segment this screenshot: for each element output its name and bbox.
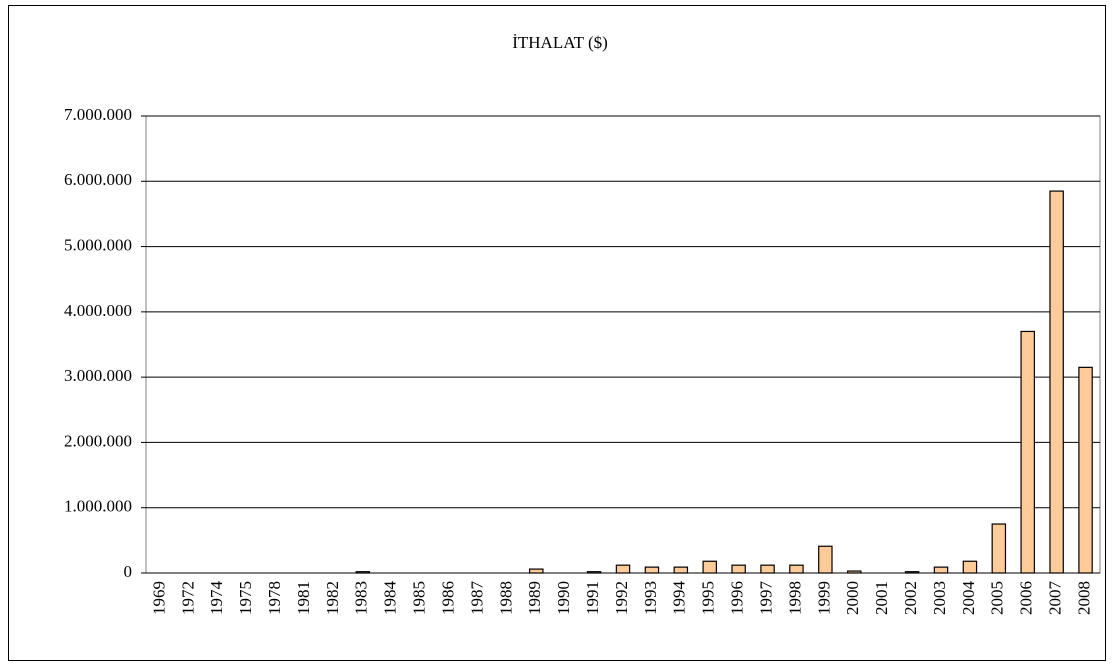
x-tick-label: 1978 (265, 581, 284, 615)
y-tick-label: 0 (124, 562, 133, 581)
bar (789, 564, 804, 574)
bar (1020, 330, 1035, 574)
x-tick-label: 1988 (496, 581, 515, 615)
x-tick-label: 1969 (149, 581, 168, 615)
x-tick-label: 2003 (930, 581, 949, 615)
x-tick-label: 2005 (988, 581, 1007, 615)
y-tick-label: 7.000.000 (64, 105, 132, 124)
bar (673, 566, 689, 574)
x-tick-label: 1991 (583, 581, 602, 615)
x-tick-label: 1982 (323, 581, 342, 615)
bar (731, 564, 746, 574)
x-tick-label: 1995 (699, 581, 718, 615)
x-tick-label: 1987 (467, 581, 486, 616)
bar (847, 570, 862, 574)
x-tick-label: 1993 (641, 581, 660, 615)
x-tick-label: 1999 (814, 581, 833, 615)
x-tick-label: 2007 (1046, 581, 1065, 616)
bar (1049, 190, 1064, 574)
x-tick-label: 2006 (1017, 581, 1036, 615)
y-tick-label: 4.000.000 (64, 301, 132, 320)
y-tick-label: 2.000.000 (64, 431, 132, 450)
x-tick-label: 1990 (554, 581, 573, 615)
x-tick-label: 1997 (756, 581, 775, 616)
x-tick-label: 1974 (207, 581, 226, 616)
x-tick-label: 1992 (612, 581, 631, 615)
x-tick-label: 2004 (959, 581, 978, 616)
x-tick-label: 1989 (525, 581, 544, 615)
y-tick-label: 6.000.000 (64, 170, 132, 189)
chart-title: İTHALAT ($) (512, 33, 608, 52)
x-tick-label: 2008 (1074, 581, 1093, 615)
bar (991, 523, 1007, 574)
y-tick-label: 5.000.000 (64, 235, 132, 254)
bar (586, 571, 602, 574)
bar (529, 568, 544, 574)
x-tick-label: 1985 (410, 581, 429, 615)
x-tick-label: 1981 (294, 581, 313, 615)
x-tick-label: 1975 (236, 581, 255, 615)
bar (1078, 366, 1093, 574)
x-tick-label: 2001 (872, 581, 891, 615)
x-tick-label: 1983 (352, 581, 371, 615)
bar (615, 564, 631, 574)
bar (644, 566, 660, 574)
bar (933, 566, 949, 574)
y-tick-label: 3.000.000 (64, 366, 132, 385)
bar (702, 560, 717, 574)
bar (962, 560, 978, 574)
x-tick-label: 1996 (728, 581, 747, 615)
x-tick-label: 1984 (381, 581, 400, 616)
bar (760, 564, 775, 574)
bar (818, 545, 833, 574)
bar (355, 571, 371, 574)
x-tick-label: 2000 (843, 581, 862, 615)
x-tick-label: 2002 (901, 581, 920, 615)
plot-area (145, 115, 1101, 574)
x-tick-label: 1972 (178, 581, 197, 615)
y-tick-label: 1.000.000 (64, 497, 132, 516)
bar (904, 571, 920, 574)
x-tick-label: 1994 (670, 581, 689, 616)
x-tick-label: 1986 (438, 581, 457, 615)
x-tick-label: 1998 (785, 581, 804, 615)
